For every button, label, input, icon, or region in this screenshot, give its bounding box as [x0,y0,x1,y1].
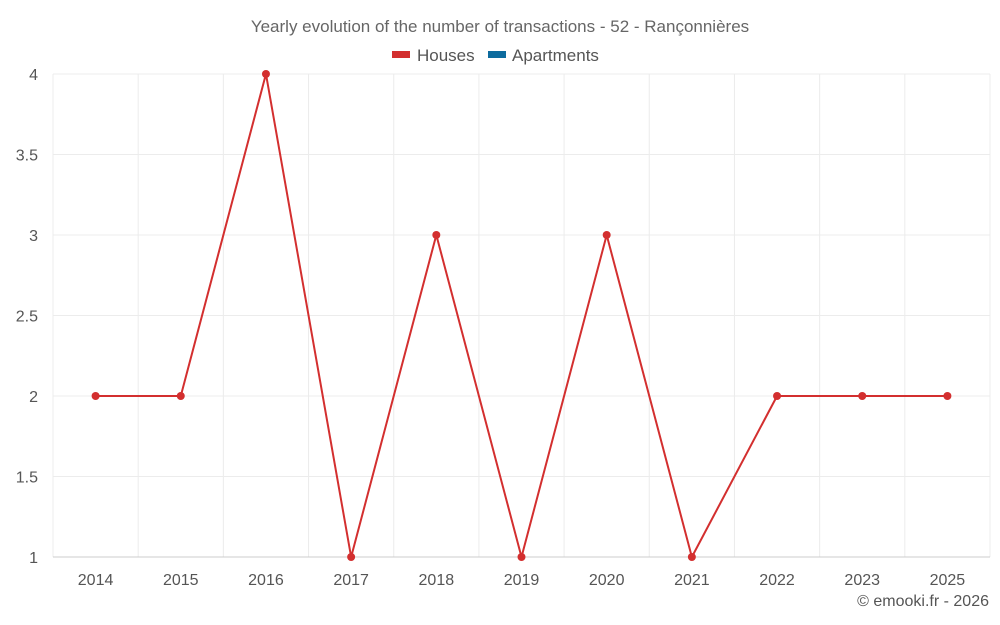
legend-swatch-houses [392,51,410,58]
data-point-houses [943,392,952,400]
data-point-houses [687,553,696,561]
legend-item-apartments[interactable]: Apartments [488,46,599,65]
series-houses [91,70,952,561]
y-tick-label: 3.5 [16,148,38,165]
x-tick-label: 2021 [674,572,710,589]
x-tick-label: 2018 [419,572,455,589]
x-tick-label: 2020 [589,572,625,589]
data-point-houses [91,392,100,400]
y-tick-label: 2.5 [16,309,38,326]
y-tick-label: 3 [29,228,38,245]
data-point-houses [432,231,441,239]
legend-label-apartments: Apartments [512,46,599,65]
data-point-houses [773,392,782,400]
chart-title: Yearly evolution of the number of transa… [251,17,749,36]
axes: 1 1.5 2 2.5 3 3.5 4 2014 2015 2016 2017 2018 2019 202… [16,67,990,589]
x-tick-label: 2022 [759,572,795,589]
data-point-houses [517,553,526,561]
legend-label-houses: Houses [417,46,475,65]
grid [52,73,991,558]
x-tick-label: 2017 [333,572,369,589]
x-tick-label: 2025 [930,572,966,589]
x-tick-label: 2015 [163,572,199,589]
credit-text: © emooki.fr - 2026 [857,593,989,610]
x-tick-label: 2014 [78,572,114,589]
x-tick-label: 2023 [844,572,880,589]
data-point-houses [347,553,356,561]
legend-swatch-apartments [488,51,506,58]
legend: Houses Apartments [392,46,599,65]
data-point-houses [602,231,611,239]
data-point-houses [176,392,185,400]
legend-item-houses[interactable]: Houses [392,46,475,65]
y-tick-label: 1 [29,550,38,567]
x-tick-label: 2016 [248,572,284,589]
data-point-houses [858,392,867,400]
y-tick-label: 2 [29,389,38,406]
y-tick-label: 4 [29,67,38,84]
x-tick-label: 2019 [504,572,540,589]
data-point-houses [261,70,270,78]
y-tick-label: 1.5 [16,470,38,487]
